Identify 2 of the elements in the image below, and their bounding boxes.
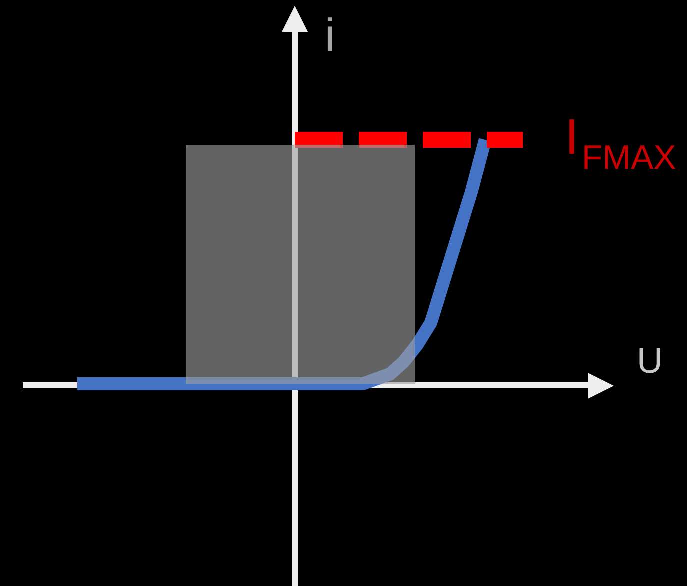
y-axis-title: i xyxy=(324,9,336,61)
x-axis-title: U xyxy=(637,340,663,381)
